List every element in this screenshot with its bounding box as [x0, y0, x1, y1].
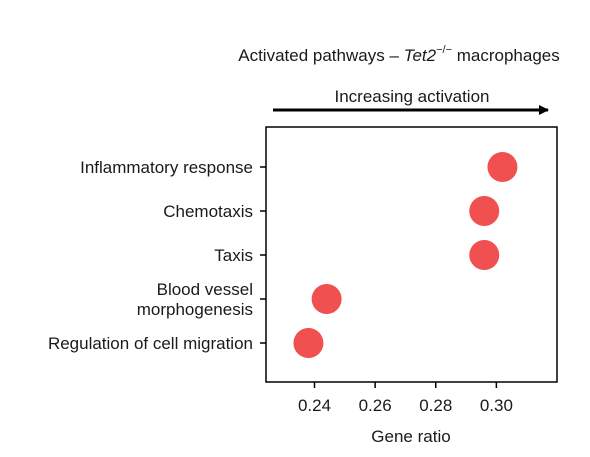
x-tick-label: 0.24	[298, 396, 331, 415]
data-point	[487, 152, 518, 182]
y-tick-label: Blood vessel morphogenesis	[137, 280, 253, 319]
title-suffix: macrophages	[452, 46, 560, 65]
y-tick-label: Regulation of cell migration	[48, 334, 253, 353]
chart-title: Activated pathways – Tet2−/− macrophages	[238, 44, 559, 65]
y-tick-label-line: Regulation of cell migration	[48, 334, 253, 353]
data-points	[293, 152, 518, 358]
y-axis: Inflammatory response Chemotaxis Taxis Bloo…	[48, 158, 266, 353]
y-tick-label: Taxis	[214, 246, 253, 265]
title-superscript: −/−	[436, 44, 452, 56]
y-tick-label-line: Inflammatory response	[80, 158, 253, 177]
data-point	[469, 240, 500, 270]
title-gene: Tet2	[404, 46, 437, 65]
data-point	[469, 196, 500, 226]
y-tick-label-line: Chemotaxis	[163, 202, 253, 221]
y-tick-label: Inflammatory response	[80, 158, 253, 177]
title-main: Activated pathways –	[238, 46, 403, 65]
x-axis-label: Gene ratio	[371, 427, 450, 446]
x-tick-label: 0.30	[480, 396, 513, 415]
y-tick-label-line: morphogenesis	[137, 300, 253, 319]
data-point	[311, 284, 342, 314]
x-tick-label: 0.26	[359, 396, 392, 415]
data-point	[293, 328, 324, 358]
y-tick-label-line: Taxis	[214, 246, 253, 265]
y-tick-label-line: Blood vessel	[157, 280, 253, 299]
x-tick-label: 0.28	[419, 396, 452, 415]
arrow-label: Increasing activation	[335, 87, 490, 106]
y-tick-label: Chemotaxis	[163, 202, 253, 221]
x-axis: 0.24 0.26 0.28 0.30	[298, 382, 513, 415]
